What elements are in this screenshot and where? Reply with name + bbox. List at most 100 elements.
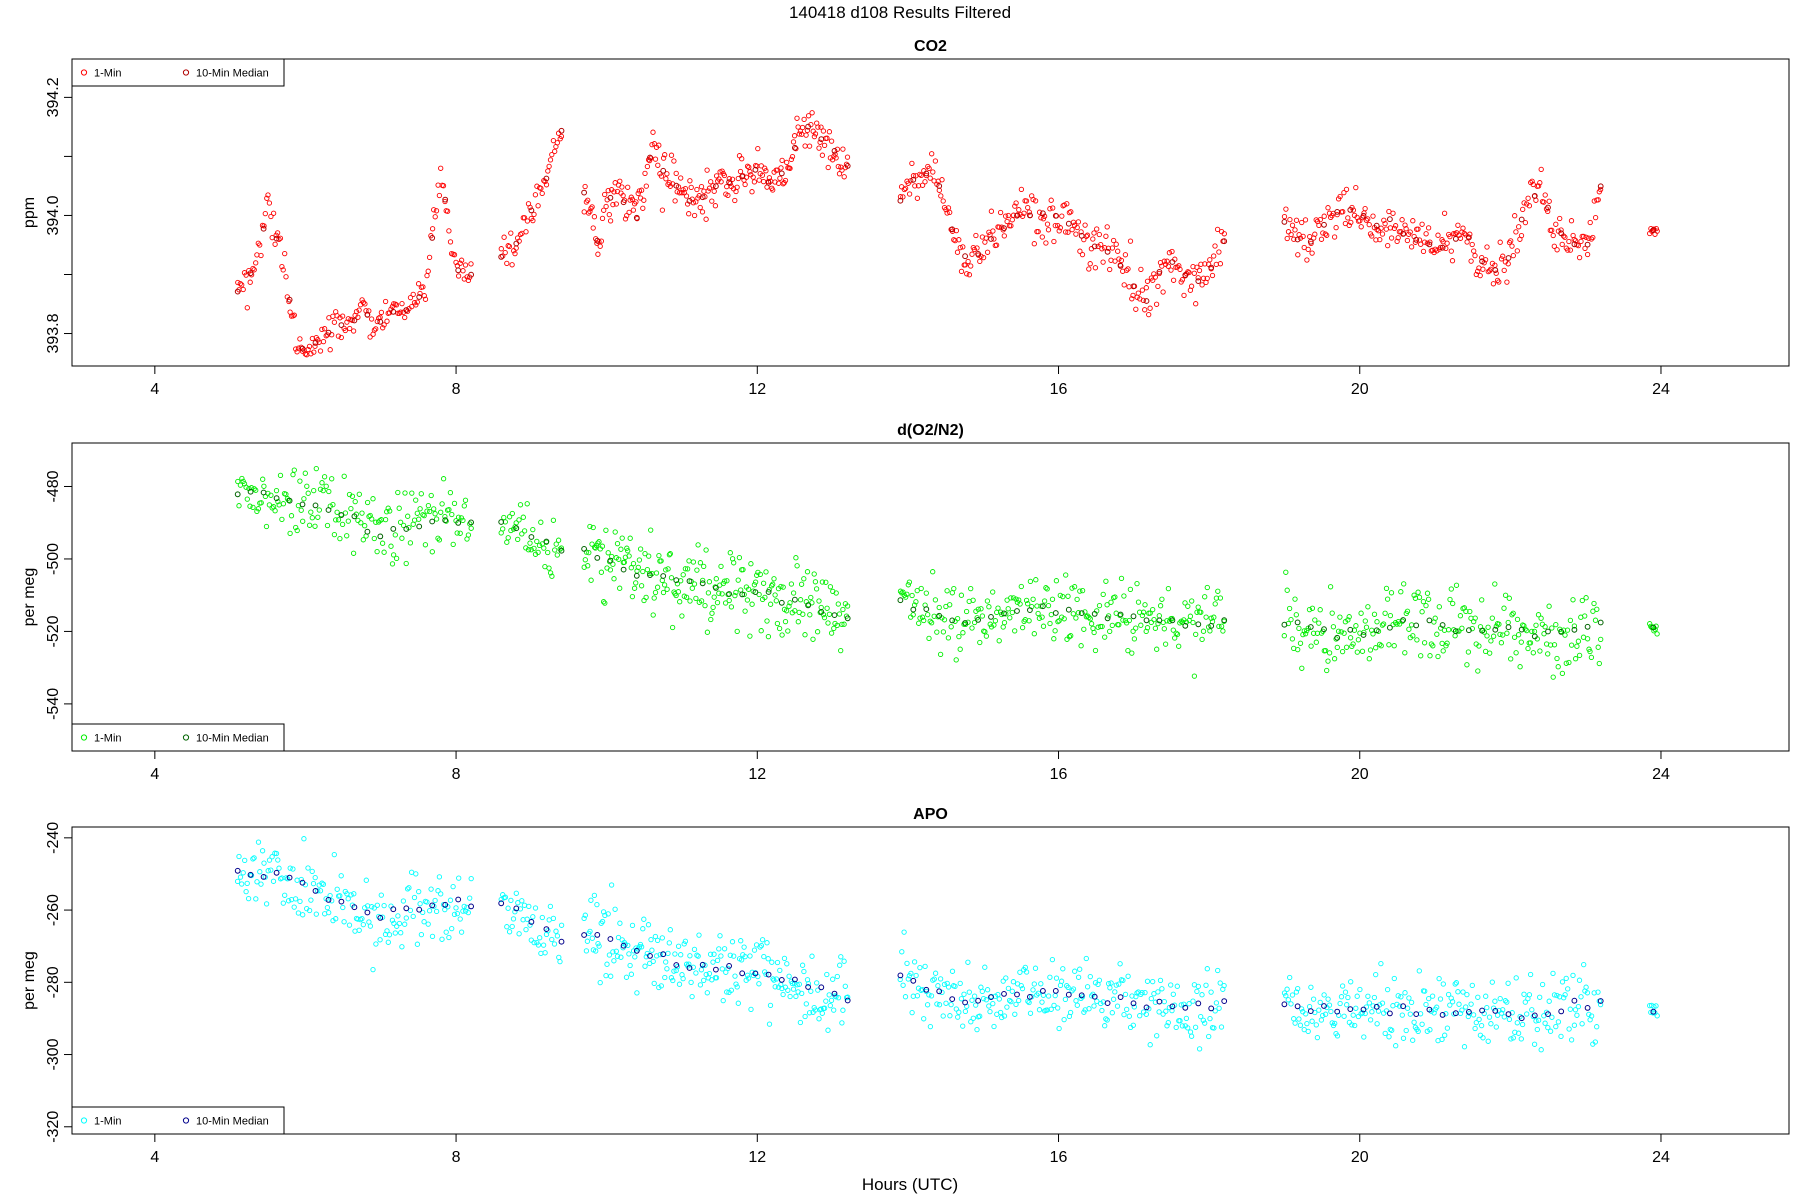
o2n2-point-1min	[701, 563, 707, 570]
co2-point-1min	[1112, 258, 1118, 264]
co2-point-1min	[524, 218, 531, 224]
co2-point-1min	[606, 211, 612, 218]
o2n2-point-1min	[311, 487, 317, 494]
co2-point-1min	[1318, 236, 1325, 242]
apo-point-1min	[1494, 1012, 1501, 1018]
apo-point-1min	[1292, 1020, 1298, 1026]
apo-point-1min	[1317, 999, 1323, 1006]
apo-point-1min	[435, 888, 441, 894]
o2n2-point-1min	[1505, 619, 1511, 626]
o2n2-point-1min	[785, 628, 791, 634]
apo-point-1min	[745, 975, 752, 981]
apo-point-1min	[363, 877, 369, 883]
o2n2-point-1min	[1130, 628, 1136, 634]
apo-point-1min	[285, 898, 292, 904]
apo-point-1min	[356, 927, 362, 933]
apo-point-1min	[693, 970, 699, 976]
o2n2-point-1min	[600, 599, 607, 605]
o2n2-point-median	[1466, 627, 1472, 634]
co2-point-1min	[1549, 227, 1555, 233]
co2-point-median	[442, 196, 449, 203]
apo-point-1min	[1427, 1027, 1433, 1033]
o2n2-point-1min	[1572, 656, 1579, 662]
co2-point-1min	[1207, 257, 1213, 263]
o2n2-point-1min	[1447, 596, 1453, 603]
o2n2-point-median	[752, 589, 759, 595]
o2n2-point-1min	[1326, 650, 1333, 656]
apo-point-1min	[591, 892, 598, 899]
co2-point-1min	[589, 204, 595, 210]
apo-point-1min	[338, 873, 344, 879]
apo-point-1min	[400, 898, 407, 904]
apo-point-1min	[934, 1001, 940, 1007]
apo-point-1min	[1142, 989, 1148, 996]
o2n2-point-1min	[1099, 623, 1105, 630]
co2-point-1min	[1353, 184, 1359, 191]
apo-point-1min	[793, 993, 799, 1000]
apo-point-1min	[1075, 974, 1082, 980]
co2-point-1min	[253, 260, 259, 266]
o2n2-point-1min	[506, 514, 513, 520]
apo-point-1min	[960, 1023, 966, 1029]
o2n2-point-1min	[646, 553, 652, 559]
o2n2-point-1min	[691, 581, 698, 587]
o2n2-point-1min	[297, 478, 303, 484]
apo-point-1min	[306, 907, 313, 914]
co2-point-1min	[1288, 231, 1294, 238]
o2n2-point-1min	[1211, 614, 1217, 620]
apo-point-1min	[651, 980, 657, 987]
co2-point-1min	[650, 129, 656, 135]
apo-point-1min	[809, 953, 815, 959]
co2-point-1min	[902, 185, 909, 192]
o2n2-point-1min	[633, 580, 639, 586]
apo-point-1min	[1402, 990, 1408, 996]
o2n2-point-1min	[352, 498, 358, 505]
co2-point-1min	[1479, 254, 1485, 261]
o2n2-point-1min	[975, 606, 981, 612]
o2n2-legend-marker-1min	[80, 734, 88, 741]
o2n2-point-1min	[1555, 664, 1561, 670]
apo-point-1min	[996, 996, 1002, 1002]
o2n2-point-1min	[1117, 612, 1123, 619]
o2n2-point-1min	[1508, 656, 1514, 662]
co2-point-1min	[1070, 219, 1077, 225]
o2n2-point-1min	[1133, 625, 1139, 631]
co2-point-1min	[725, 192, 731, 199]
co2-point-1min	[1012, 203, 1018, 209]
o2n2-point-1min	[320, 487, 326, 494]
o2n2-point-1min	[1529, 628, 1535, 635]
o2n2-point-1min	[667, 551, 673, 557]
o2n2-point-median	[273, 495, 280, 502]
apo-point-1min	[842, 983, 848, 989]
apo-point-1min	[691, 946, 698, 953]
apo-point-1min	[454, 910, 461, 917]
apo-point-1min	[1314, 1034, 1321, 1041]
apo-point-1min	[1070, 986, 1077, 992]
apo-point-1min	[1051, 1002, 1057, 1009]
apo-point-1min	[1052, 992, 1058, 999]
o2n2-point-median	[673, 577, 680, 584]
apo-point-1min	[420, 909, 426, 916]
o2n2-point-1min	[813, 586, 820, 592]
apo-point-median	[273, 869, 280, 876]
apo-point-1min	[672, 951, 678, 957]
co2-point-1min	[633, 199, 639, 205]
o2n2-point-1min	[658, 558, 664, 564]
co2-point-1min	[784, 159, 790, 166]
apo-point-1min	[326, 909, 332, 916]
co2-point-1min	[440, 183, 447, 189]
apo-point-1min	[456, 875, 462, 881]
co2-point-1min	[726, 176, 732, 182]
co2-x-tick-label: 8	[452, 381, 461, 398]
o2n2-point-1min	[309, 515, 315, 521]
o2n2-point-1min	[1420, 598, 1427, 605]
apo-point-1min	[969, 997, 975, 1003]
o2n2-point-1min	[323, 483, 329, 489]
apo-point-1min	[686, 961, 692, 967]
apo-point-median	[325, 897, 332, 903]
apo-point-1min	[808, 988, 814, 994]
co2-point-1min	[732, 197, 738, 204]
co2-point-1min	[1441, 210, 1448, 216]
apo-point-1min	[1049, 956, 1056, 963]
apo-point-1min	[986, 1003, 992, 1009]
